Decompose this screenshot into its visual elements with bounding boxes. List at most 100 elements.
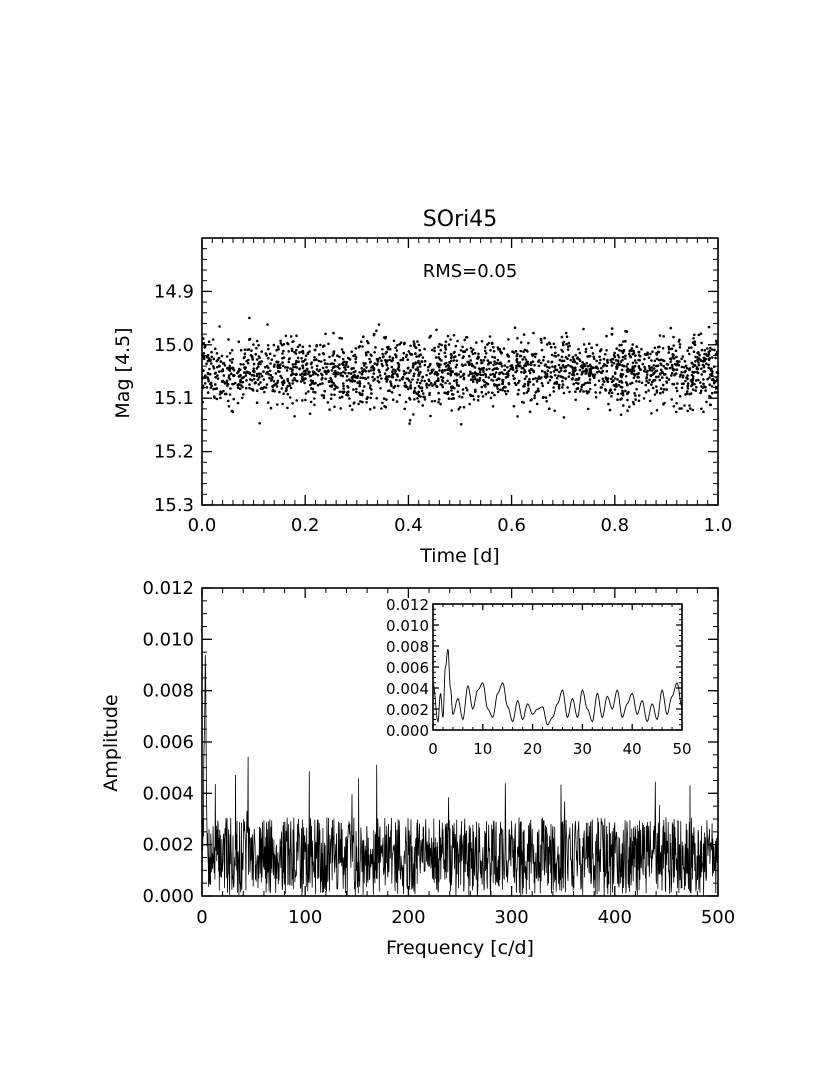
data-point xyxy=(548,393,552,397)
data-point xyxy=(635,387,638,391)
data-point xyxy=(630,347,634,350)
data-point xyxy=(490,378,493,382)
data-point xyxy=(491,368,495,372)
data-point xyxy=(324,377,327,381)
data-point xyxy=(443,368,447,372)
data-point xyxy=(667,351,671,354)
data-point xyxy=(341,350,345,354)
data-point xyxy=(609,388,612,391)
data-point xyxy=(333,359,337,362)
data-point xyxy=(322,352,326,356)
data-point xyxy=(392,339,396,343)
data-point xyxy=(571,370,575,373)
data-point xyxy=(423,379,427,383)
data-point xyxy=(692,371,696,374)
data-point xyxy=(688,404,691,407)
data-point xyxy=(471,364,475,368)
data-point xyxy=(516,363,520,366)
data-point xyxy=(610,395,613,398)
data-point xyxy=(557,363,561,367)
data-point xyxy=(671,367,675,371)
data-point xyxy=(276,403,279,406)
data-point xyxy=(637,394,641,397)
data-point xyxy=(515,364,518,368)
data-point xyxy=(575,381,578,385)
periodogram-series xyxy=(201,654,719,896)
data-point xyxy=(500,371,504,374)
data-point xyxy=(302,360,306,363)
data-point xyxy=(635,345,638,349)
data-point xyxy=(447,343,451,346)
data-point xyxy=(396,367,400,371)
data-point xyxy=(557,374,560,378)
data-point xyxy=(298,367,302,370)
data-point xyxy=(481,395,485,398)
data-point xyxy=(672,405,676,408)
data-point xyxy=(456,390,460,394)
data-point xyxy=(360,372,364,376)
data-point xyxy=(619,379,623,383)
data-point xyxy=(408,371,411,375)
data-point xyxy=(333,405,336,409)
data-point xyxy=(398,379,402,382)
data-point xyxy=(236,370,240,374)
data-point xyxy=(470,350,474,353)
data-point xyxy=(422,395,425,399)
data-point xyxy=(693,382,696,386)
data-point xyxy=(428,391,432,395)
data-point xyxy=(448,369,452,372)
data-point xyxy=(281,357,284,360)
data-point xyxy=(281,402,284,406)
data-point xyxy=(214,387,217,391)
data-point xyxy=(624,339,627,343)
data-point xyxy=(290,349,294,353)
data-point xyxy=(607,402,610,406)
data-point xyxy=(422,392,425,395)
data-point xyxy=(266,370,269,374)
data-point xyxy=(455,378,459,382)
x-tick-label: 200 xyxy=(391,907,425,928)
data-point xyxy=(644,390,648,394)
data-point xyxy=(658,358,661,362)
data-point xyxy=(567,375,571,378)
data-point xyxy=(487,376,491,379)
x-tick-label: 0.2 xyxy=(291,515,320,536)
data-point xyxy=(658,334,662,337)
data-point xyxy=(539,361,543,365)
data-point xyxy=(680,357,683,361)
data-point xyxy=(216,374,219,377)
data-point xyxy=(221,368,225,371)
data-point xyxy=(341,390,344,394)
data-point xyxy=(353,379,357,383)
data-point xyxy=(483,355,487,359)
data-point xyxy=(324,332,327,336)
data-point xyxy=(650,359,653,362)
data-point xyxy=(258,422,262,425)
data-point xyxy=(655,357,659,361)
data-point xyxy=(416,397,419,400)
data-point xyxy=(539,337,543,341)
data-point xyxy=(655,391,659,394)
data-point xyxy=(694,360,697,363)
chart-title: SOri45 xyxy=(423,207,497,232)
data-point xyxy=(629,355,633,359)
data-point xyxy=(468,402,472,406)
data-point xyxy=(408,422,411,425)
data-point xyxy=(362,364,366,367)
data-point xyxy=(312,371,316,375)
data-point xyxy=(665,388,668,391)
data-point xyxy=(552,342,556,346)
data-point xyxy=(644,383,648,387)
data-point xyxy=(448,360,451,364)
data-point xyxy=(655,369,659,373)
data-point xyxy=(686,390,689,393)
data-point xyxy=(391,398,395,402)
data-point xyxy=(543,336,546,340)
data-point xyxy=(271,388,275,392)
data-point xyxy=(216,377,220,380)
data-point xyxy=(354,357,358,361)
data-point xyxy=(659,387,663,390)
data-point xyxy=(625,365,628,368)
data-point xyxy=(599,358,602,362)
data-point xyxy=(239,380,242,383)
